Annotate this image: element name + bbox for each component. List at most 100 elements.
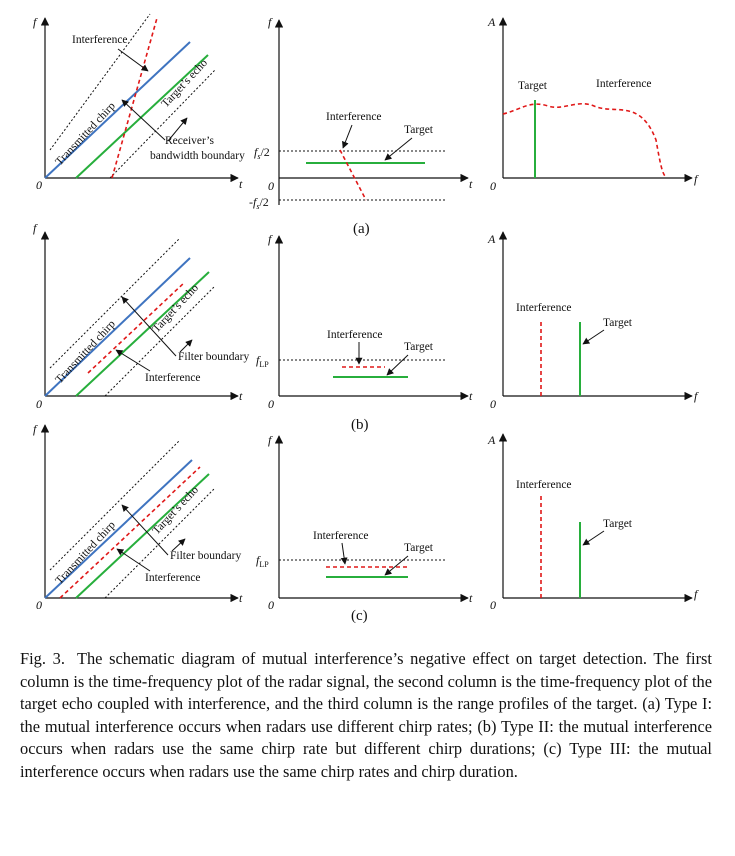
f-axis-label: f	[694, 389, 699, 403]
target-label: Target	[603, 518, 633, 530]
subfigure-label-a: (a)	[353, 221, 370, 237]
f-axis-label: f	[268, 15, 273, 29]
target-label: Target	[518, 80, 548, 92]
interference-label: Interference	[516, 302, 572, 314]
t-axis-label: t	[469, 177, 473, 191]
panel-b-range-profile: A f 0 Interference Target	[487, 231, 699, 411]
f-axis-label: f	[268, 433, 273, 447]
a-axis-label: A	[487, 232, 496, 246]
f-axis-label: f	[33, 221, 38, 235]
target-arrow	[386, 354, 409, 376]
origin-label: 0	[36, 598, 42, 612]
f-lp-label: fLP	[256, 553, 269, 569]
t-axis-label: t	[469, 591, 473, 605]
f-axis-label: f	[268, 232, 273, 246]
interference-line	[87, 281, 186, 374]
panel-a-range-profile: A f 0 Target Interference	[487, 15, 699, 193]
target-echo-line	[75, 271, 210, 397]
panel-a-time-frequency: f t 0 Transmitted chirp Target’s echo In…	[33, 13, 245, 192]
boundary-arrow-2	[167, 117, 188, 142]
interference-label: Interference	[327, 329, 383, 341]
transmitted-chirp-line	[44, 459, 193, 599]
transmitted-chirp-label: Transmitted chirp	[53, 100, 118, 168]
f-axis-label: f	[33, 15, 38, 29]
interference-label: Interference	[313, 530, 369, 542]
caption-text: The schematic diagram of mutual interfer…	[20, 649, 712, 781]
t-axis-label: t	[469, 389, 473, 403]
origin-label: 0	[268, 598, 274, 612]
transmitted-chirp-line	[44, 257, 191, 397]
target-arrow	[384, 555, 409, 576]
interference-arrow	[116, 548, 151, 572]
origin-label: 0	[490, 179, 496, 193]
panel-b-echo-tf: f t 0 fLP Interference Target	[256, 232, 473, 411]
filter-arrow-2	[171, 538, 186, 552]
receivers-label: Receiver’s	[165, 135, 214, 147]
transmitted-chirp-line	[44, 41, 191, 179]
filter-boundary-label: Filter boundary	[178, 351, 249, 363]
origin-label: 0	[490, 598, 496, 612]
target-label: Target	[404, 341, 434, 353]
figure-3: f t 0 Transmitted chirp Target’s echo In…	[33, 13, 699, 624]
filter-boundary-lower	[104, 487, 216, 599]
interference-arrow	[115, 349, 151, 372]
origin-label: 0	[268, 397, 274, 411]
target-echo-line	[75, 473, 210, 599]
a-axis-label: A	[487, 15, 496, 29]
bandwidth-boundary-label: bandwidth boundary	[150, 150, 245, 162]
filter-boundary-upper	[49, 237, 181, 369]
interference-arrow	[340, 542, 348, 565]
panel-c-echo-tf: f t 0 fLP Interference Target	[256, 433, 473, 612]
transmitted-chirp-label: Transmitted chirp	[53, 318, 118, 386]
filter-boundary-upper	[49, 439, 181, 571]
target-label: Target	[404, 124, 434, 136]
target-arrow	[582, 530, 605, 546]
boundary-arrow-1	[121, 99, 166, 141]
filter-boundary-label: Filter boundary	[170, 550, 241, 562]
subfigure-label-c: (c)	[351, 608, 368, 624]
f-axis-label: f	[694, 172, 699, 186]
t-axis-label: t	[239, 389, 243, 403]
interference-arrow	[117, 48, 149, 72]
origin-label: 0	[36, 178, 42, 192]
target-label: Target	[404, 542, 434, 554]
f-axis-label: f	[694, 587, 699, 601]
interference-label: Interference	[145, 372, 201, 384]
interference-label: Interference	[326, 111, 382, 123]
interference-label: Interference	[516, 479, 572, 491]
filter-arrow-2	[179, 339, 193, 353]
filter-arrow-1	[121, 504, 169, 556]
subfigure-label-b: (b)	[351, 417, 369, 433]
target-label: Target	[603, 317, 633, 329]
filter-boundary-lower	[104, 285, 216, 397]
origin-label: 0	[268, 179, 274, 193]
caption-label: Fig. 3.	[20, 649, 65, 668]
neg-fs-half-label: -fs/2	[249, 195, 269, 211]
a-axis-label: A	[487, 433, 496, 447]
interference-label: Interference	[596, 78, 652, 90]
filter-arrow-1	[121, 296, 177, 357]
interference-label: Interference	[72, 34, 128, 46]
interference-line	[59, 466, 201, 599]
panel-b-time-frequency: f t 0 Transmitted chirp Target’s echo Fi…	[33, 221, 249, 411]
figure-caption: Fig. 3. The schematic diagram of mutual i…	[20, 648, 712, 784]
t-axis-label: t	[239, 177, 243, 191]
origin-label: 0	[36, 397, 42, 411]
t-axis-label: t	[239, 591, 243, 605]
bandwidth-boundary-upper	[49, 13, 151, 151]
origin-label: 0	[490, 397, 496, 411]
target-arrow	[582, 329, 605, 345]
panel-a-echo-tf: f t 0 fs/2 -fs/2 Interference Target	[249, 15, 473, 211]
f-axis-label: f	[33, 422, 38, 436]
panel-c-time-frequency: f t 0 Transmitted chirp Target’s echo Fi…	[33, 422, 243, 612]
interference-label: Interference	[145, 572, 201, 584]
target-echo-line	[75, 54, 209, 179]
target-arrow	[384, 137, 413, 161]
interference-spectrum	[502, 102, 667, 178]
bandwidth-boundary-lower	[109, 69, 216, 179]
panel-c-range-profile: A f 0 Interference Target	[487, 433, 699, 612]
fs-half-label: fs/2	[254, 145, 270, 161]
interference-arrow	[342, 124, 353, 149]
interference-line	[339, 149, 367, 201]
f-lp-label: fLP	[256, 353, 269, 369]
